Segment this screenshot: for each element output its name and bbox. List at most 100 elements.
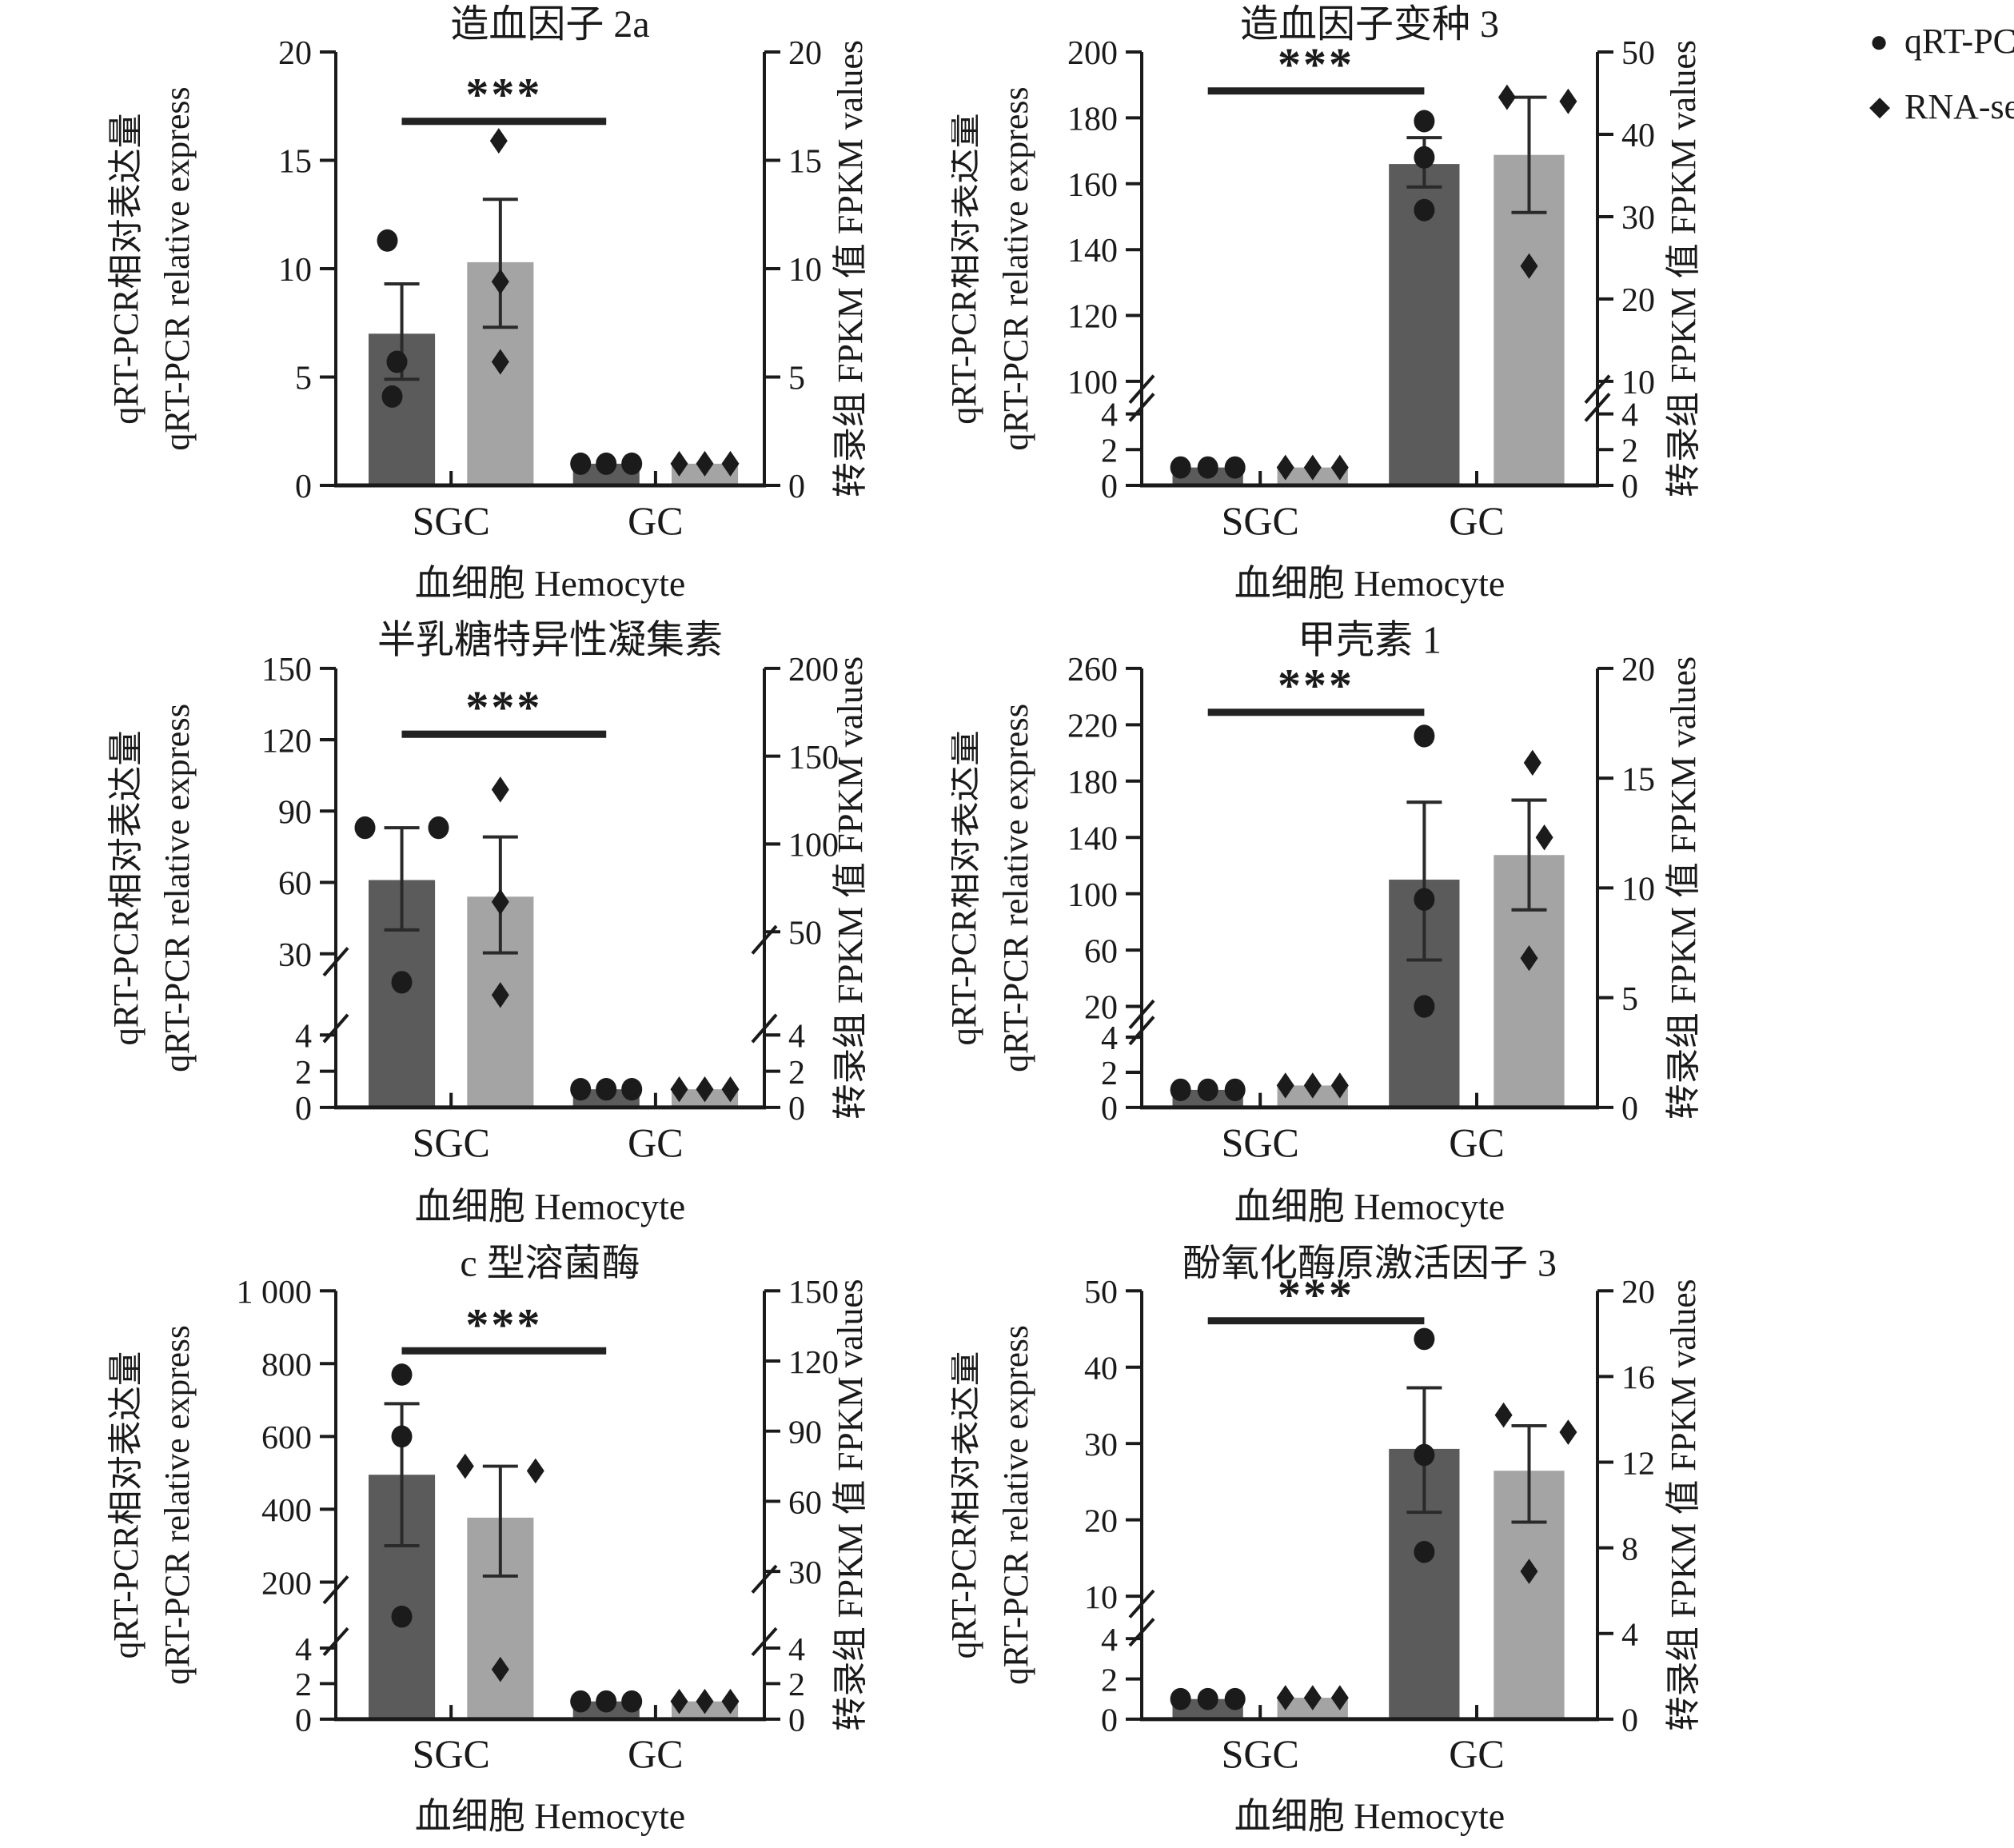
rna-seq-point [721,450,740,477]
qrt-pcr-point [621,1078,643,1101]
y-axis-left-title-cn: qRT-PCR相对表达量 [951,113,983,424]
qrt-pcr-point [1197,456,1218,479]
qrt-pcr-point [1414,110,1435,133]
rna-seq-point [721,1688,740,1714]
qrt-pcr-point [381,385,403,408]
qrt-pcr-point [428,816,449,840]
y-tick-label-right: 0 [1621,1090,1638,1128]
y-tick-label-right: 20 [788,35,822,72]
y-axis-left: 02 4 10 20 30 40 50 [1084,1274,1155,1739]
legend-item-rna-seq: ◆ RNA-seq [1869,90,2014,125]
significance-stars: *** [1278,38,1354,90]
y-tick-label-right: 20 [1621,282,1655,319]
x-group-label-sgc: SGC [1222,1120,1299,1165]
rna-seq-point [1520,253,1538,279]
qrt-pcr-point [1414,1327,1435,1351]
y-axis-left-title-cn: qRT-PCR相对表达量 [106,730,146,1045]
y-axis-left-title-en: qRT-PCR relative express [997,1325,1035,1685]
y-axis-left-title-en: qRT-PCR relative express [996,704,1035,1072]
data-points [354,776,740,1103]
y-axis-right-title: 转录组 FPKM 值 FPKM values [1664,40,1703,497]
y-axis-left-title-cn: qRT-PCR相对表达量 [106,113,146,424]
y-tick-label-right: 8 [1621,1531,1638,1568]
axis-break-mark [322,947,349,977]
axis-break-mark [322,1626,349,1657]
axis-break-mark [1128,999,1155,1030]
y-tick-label-left: 160 [1067,167,1118,204]
rna-seq-point [489,128,508,154]
rna-seq-point [1330,1685,1349,1710]
qrt-pcr-point [1414,198,1435,222]
rna-seq-point [456,1453,474,1479]
rna-seq-point [1303,454,1322,481]
legend-label: qRT-PCR [1904,22,2014,61]
circle-marker-icon: ● [1869,23,1889,59]
rna-seq-point [1276,1685,1294,1710]
bars [1172,154,1565,485]
qrt-pcr-point [377,229,398,252]
y-tick-label-right: 5 [788,361,805,397]
bars [1172,855,1565,1108]
rna-seq-point [491,349,509,375]
x-axis-title: 血细胞 Hemocyte [415,563,686,604]
x-axis: SGC GC 血细胞 Hemocyte [413,1092,685,1228]
y-tick-label-right: 100 [788,826,839,864]
rna-seq-point [1276,454,1294,481]
rna-seq-point [721,1076,740,1103]
y-tick-label-right: 15 [1621,760,1655,798]
y-axis-right-title: 转录组 FPKM 值 FPKM values [831,40,870,497]
qrt-pcr-point [1197,1687,1218,1710]
axes [1140,1291,1599,1722]
rna-seq-point [670,1076,688,1103]
y-tick-label-left: 260 [1067,651,1118,689]
rna-seq-point [1523,749,1541,776]
y-tick-label-left: 4 [295,1631,312,1668]
axis-break-mark [322,1013,349,1044]
y-tick-label-left: 180 [1067,101,1118,138]
y-axis-left-title-en: qRT-PCR relative express [158,86,197,450]
qrt-pcr-point [1414,995,1435,1018]
axis-break-mark [751,924,778,955]
qrt-pcr-point [621,452,643,475]
y-tick-label-left: 220 [1067,707,1118,744]
axis-break-mark [1584,374,1611,405]
qrt-pcr-point [1170,1687,1191,1710]
y-tick-label-left: 10 [1084,1579,1118,1616]
y-tick-label-left: 0 [295,469,312,505]
x-group-label-sgc: SGC [1222,498,1299,543]
y-axis-left-title-cn: qRT-PCR相对表达量 [107,1351,146,1659]
y-tick-label-right: 4 [788,1631,805,1668]
y-tick-label-left: 100 [1067,876,1118,914]
y-tick-label-left: 60 [278,864,312,902]
chart-title: 半乳糖特异性凝集素 [377,619,723,661]
y-tick-label-right: 150 [788,1274,839,1311]
y-tick-label-left: 40 [1084,1351,1118,1387]
y-axis-left-title-en: qRT-PCR relative express [158,704,197,1072]
y-tick-label-left: 150 [261,651,312,689]
qrt-pcr-point [386,350,408,373]
rna-seq-point [491,1656,509,1682]
y-tick-label-left: 5 [295,361,312,397]
chart-title: 酚氧化酶原激活因子 3 [1182,1243,1557,1285]
x-axis: SGC GC 血细胞 Hemocyte [413,1705,685,1836]
y-tick-label-left: 2 [1101,1055,1118,1092]
y-tick-label-left: 140 [1067,233,1118,269]
x-group-label-sgc: SGC [1222,1732,1299,1776]
rna-seq-point [1498,84,1516,110]
axis-break-mark [1128,374,1155,405]
rna-seq-point [1535,824,1553,851]
y-tick-label-left: 2 [295,1054,312,1092]
y-tick-label-right: 60 [788,1484,822,1521]
y-tick-label-left: 0 [295,1090,312,1128]
y-tick-label-left: 4 [1101,1020,1118,1057]
y-tick-label-right: 0 [1621,1702,1638,1739]
qrt-pcr-point [570,452,592,475]
qrt-pcr-point [1170,1078,1191,1102]
y-axis-right-title: 转录组 FPKM 值 FPKM values [1664,657,1703,1120]
rna-seq-point [1494,1402,1513,1428]
x-axis-title: 血细胞 Hemocyte [1234,563,1506,604]
data-points [1170,724,1553,1102]
y-tick-label-left: 0 [1101,469,1118,505]
